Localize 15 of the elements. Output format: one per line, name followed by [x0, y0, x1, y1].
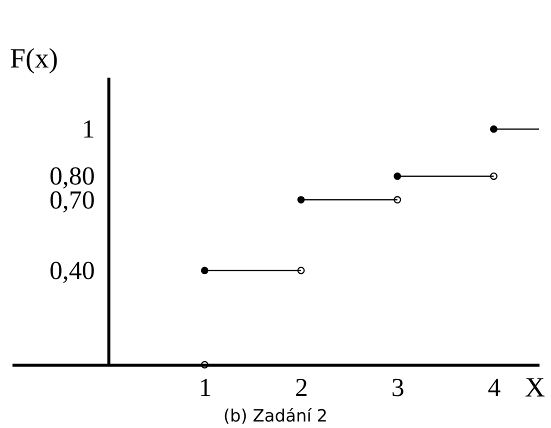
point	[490, 125, 498, 133]
point	[394, 172, 402, 180]
point	[200, 266, 208, 274]
x-tick-label: 2	[295, 373, 308, 402]
x-tick-label: 1	[198, 373, 212, 402]
point	[200, 360, 208, 368]
point	[297, 196, 305, 204]
x-tick-label: 4	[488, 373, 501, 402]
x-axis-title: X	[524, 372, 546, 404]
text: (b) Zadání 2	[223, 406, 328, 426]
y-axis-title: F(x)	[10, 43, 58, 74]
y-tick-label: 0,80	[49, 162, 95, 191]
y-tick-label: 1	[82, 114, 95, 144]
y-tick-label: 0,40	[49, 256, 95, 285]
x-tick-label: 3	[391, 373, 404, 402]
